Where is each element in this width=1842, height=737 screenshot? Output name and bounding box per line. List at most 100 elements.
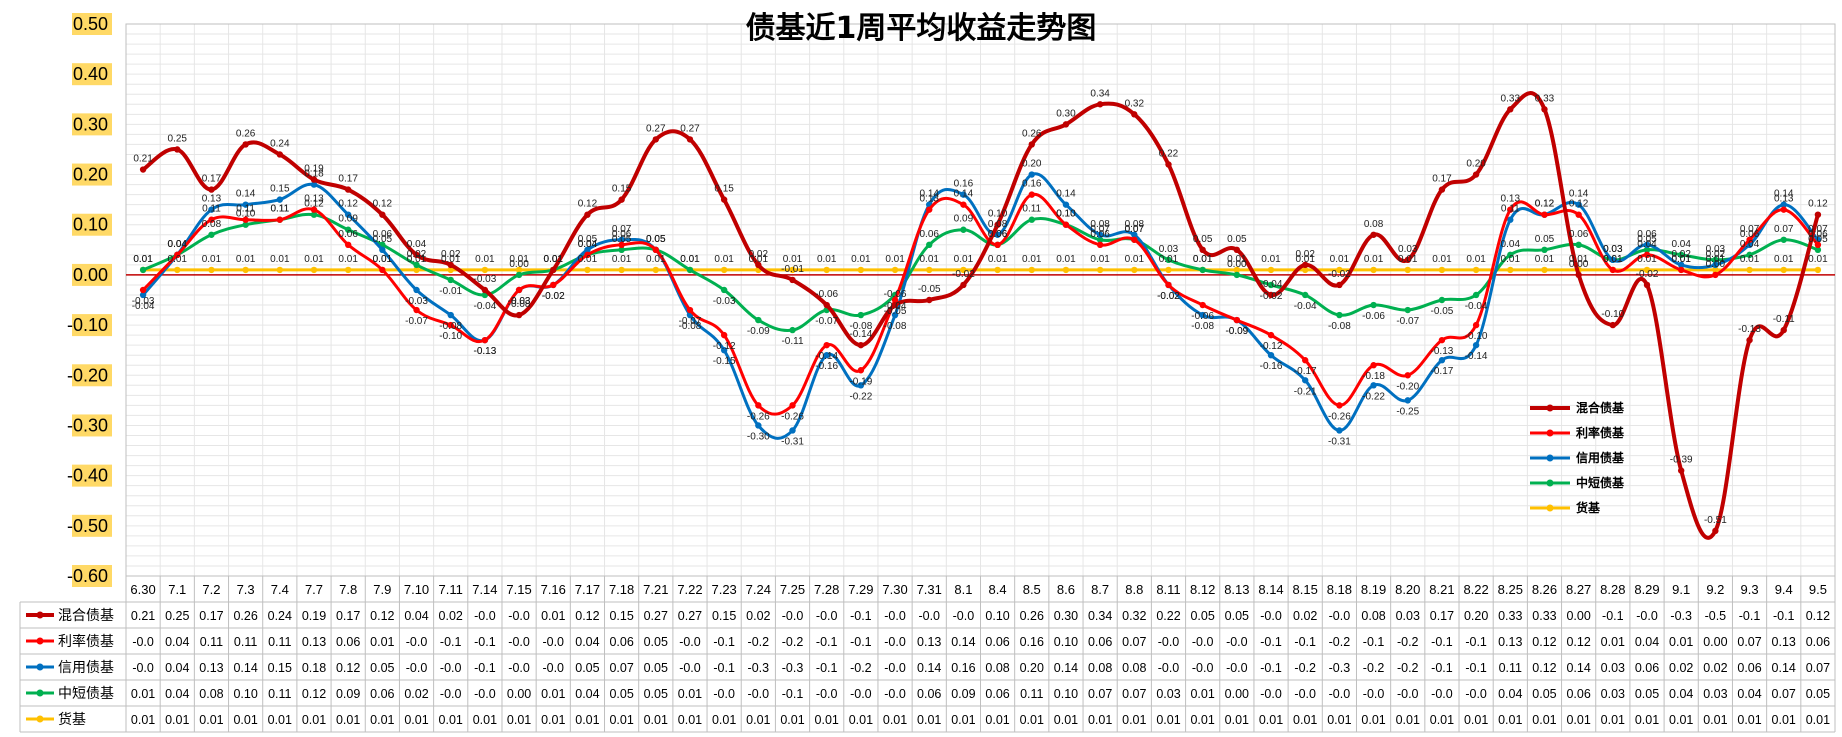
data-point [344, 241, 352, 248]
data-label: 0.01 [1740, 254, 1760, 265]
table-cell: -0.2 [748, 635, 770, 649]
xtick-label: 8.13 [1224, 582, 1249, 597]
data-point [1096, 231, 1104, 238]
data-point [1780, 326, 1787, 334]
data-label: 0.01 [1637, 254, 1657, 265]
table-cell: 0.01 [780, 713, 804, 727]
table-cell: 0.32 [1122, 609, 1146, 623]
data-label: 0.04 [578, 239, 598, 250]
data-label: 0.01 [304, 254, 324, 265]
data-label: -0.21 [1294, 386, 1317, 397]
data-label: 0.11 [270, 204, 289, 215]
data-label: -0.08 [1328, 321, 1351, 332]
data-label: 0.01 [885, 254, 905, 265]
data-label: -0.03 [713, 296, 736, 307]
table-cell: 0.05 [1635, 687, 1659, 701]
data-label: 0.06 [1740, 229, 1760, 240]
table-cell: -0.2 [1363, 661, 1385, 675]
table-cell: 0.01 [1190, 713, 1214, 727]
table-cell: 0.13 [199, 661, 223, 675]
xtick-label: 7.17 [575, 582, 600, 597]
data-label: -0.01 [439, 286, 462, 297]
data-label: 0.01 [988, 254, 1008, 265]
table-cell: -0.1 [816, 635, 838, 649]
table-cell: -0.0 [884, 635, 906, 649]
data-label: 0.06 [338, 229, 358, 240]
data-point [1472, 266, 1480, 274]
data-point [1507, 266, 1514, 274]
table-legend-dot [36, 611, 44, 619]
table-cell: 0.08 [199, 687, 223, 701]
data-point [1267, 266, 1275, 274]
data-point [1096, 266, 1104, 274]
data-point [720, 196, 728, 203]
series-line-3 [141, 172, 1820, 440]
ytick-label: -0.30 [67, 415, 108, 435]
data-label: -0.08 [1191, 321, 1214, 332]
data-point [1404, 266, 1411, 274]
data-point [208, 216, 215, 223]
data-point [926, 266, 933, 274]
table-cell: 0.01 [1669, 635, 1693, 649]
data-point [174, 251, 181, 259]
table-cell: -0.0 [1397, 687, 1419, 701]
data-label: -0.13 [473, 346, 496, 357]
table-cell: 0.20 [1464, 609, 1488, 623]
data-point [1096, 236, 1104, 243]
data-label: 0.01 [475, 254, 495, 265]
table-cell: -0.0 [884, 661, 906, 675]
data-label: 0.02 [1706, 249, 1726, 260]
table-cell: 0.06 [1566, 687, 1590, 701]
table-cell: -0.0 [1260, 687, 1282, 701]
xtick-label: 7.2 [202, 582, 220, 597]
data-point [1062, 201, 1070, 208]
table-cell: 0.14 [951, 635, 975, 649]
data-label: 0.01 [1227, 254, 1247, 265]
data-point [344, 226, 352, 233]
data-point [1404, 306, 1411, 314]
data-label: 0.04 [168, 239, 188, 250]
table-cell: 0.11 [200, 635, 223, 649]
data-point [1062, 221, 1070, 228]
table-cell: 0.15 [712, 609, 736, 623]
data-label: 0.01 [851, 254, 871, 265]
table-cell: -0.0 [679, 661, 701, 675]
table-cell: -0.0 [508, 609, 530, 623]
table-cell: 0.01 [1669, 713, 1693, 727]
table-cell: 0.00 [1566, 609, 1590, 623]
data-point [1028, 171, 1035, 178]
table-cell: -0.0 [782, 609, 804, 623]
data-point [789, 402, 796, 409]
data-label: -0.30 [747, 431, 770, 442]
table-cell: 0.05 [644, 687, 668, 701]
table-cell: 0.12 [1532, 635, 1556, 649]
data-point [686, 266, 694, 274]
table-cell: 0.14 [1772, 661, 1796, 675]
data-point [344, 186, 352, 193]
data-point [413, 286, 420, 294]
data-label: 0.10 [1056, 209, 1076, 220]
table-cell: 0.01 [131, 713, 155, 727]
xtick-label: 7.4 [271, 582, 289, 597]
table-cell: 0.10 [233, 687, 257, 701]
table-cell: 0.05 [1806, 687, 1830, 701]
data-label: 0.06 [612, 229, 632, 240]
table-cell: 0.12 [336, 661, 360, 675]
table-cell: 0.14 [233, 661, 257, 675]
table-cell: 0.16 [951, 661, 975, 675]
legend-label: 混合债基 [1576, 400, 1625, 415]
data-point [1712, 261, 1719, 269]
data-point [857, 266, 865, 274]
table-cell: -0.0 [508, 635, 530, 649]
data-label: 0.06 [1090, 229, 1110, 240]
xtick-label: 7.9 [373, 582, 391, 597]
table-cell: -0.1 [713, 635, 735, 649]
data-point [1507, 251, 1514, 259]
table-cell: 0.01 [985, 713, 1009, 727]
table-cell: 0.07 [1737, 635, 1761, 649]
xtick-label: 7.1 [168, 582, 186, 597]
table-cell: 0.09 [336, 687, 360, 701]
table-cell: 0.01 [678, 713, 702, 727]
data-point [584, 211, 591, 218]
table-cell: -0.1 [1363, 635, 1385, 649]
